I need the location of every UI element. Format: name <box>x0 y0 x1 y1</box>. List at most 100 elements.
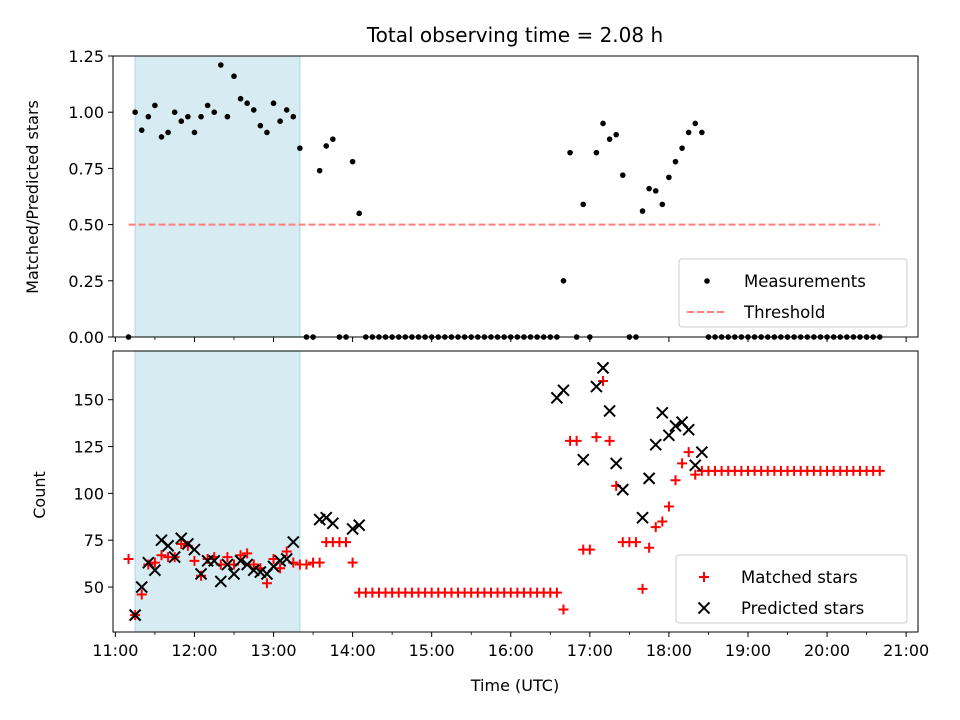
predicted-star-point <box>280 552 293 566</box>
matched-star-point <box>657 516 668 527</box>
predicted-star-point <box>346 522 359 536</box>
legend-handle-measurements <box>704 278 710 284</box>
y-tick-label: 150 <box>73 391 104 410</box>
predicted-star-point <box>649 438 662 451</box>
matched-star-point <box>677 458 688 469</box>
predicted-star-point <box>148 563 162 577</box>
measurement-point <box>330 136 336 142</box>
matched-star-point <box>176 538 187 549</box>
matched-star-point <box>598 375 609 386</box>
matched-star-point <box>156 550 167 561</box>
x-tick-label: 21:00 <box>883 641 929 660</box>
matched-star-point <box>341 537 352 548</box>
predicted-star-point <box>161 539 175 553</box>
predicted-star-point <box>616 483 629 496</box>
y-tick-label: 0.75 <box>68 159 104 178</box>
measurement-point <box>593 149 600 156</box>
predicted-star-point <box>194 567 208 581</box>
legend-handle-matched <box>699 572 709 582</box>
matched-star-point <box>637 583 648 594</box>
matched-star-point <box>136 589 147 600</box>
measurement-point <box>204 102 211 109</box>
measurement-point <box>606 136 613 142</box>
axes-frame <box>112 350 919 633</box>
x-tick-label: 11:00 <box>92 641 138 660</box>
matched-star-point <box>347 557 358 568</box>
matched-star-point <box>630 537 641 548</box>
measurement-point <box>165 129 171 136</box>
x-tick-label: 16:00 <box>488 641 534 660</box>
predicted-star-point <box>636 511 649 524</box>
measurement-point <box>699 129 705 136</box>
measurement-point <box>231 73 237 80</box>
x-axis-label: Time (UTC) <box>470 676 559 695</box>
y-tick-label: 125 <box>73 438 104 457</box>
predicted-star-point <box>642 472 656 485</box>
predicted-star-point <box>352 519 366 532</box>
matched-star-point <box>690 469 701 480</box>
predicted-star-point <box>208 554 221 568</box>
matched-star-point <box>584 544 595 555</box>
legend-label: Matched stars <box>741 568 858 587</box>
x-tick-label: 18:00 <box>646 641 692 660</box>
measurement-point <box>600 120 606 127</box>
y-tick-label: 0.00 <box>68 328 104 347</box>
axes-frame <box>112 55 919 338</box>
matched-star-point <box>644 542 655 553</box>
measurement-point <box>666 174 672 181</box>
legend-box <box>675 554 908 624</box>
measurement-point <box>646 185 652 192</box>
measurement-point <box>191 129 198 136</box>
x-tick-label: 15:00 <box>409 641 455 660</box>
measurement-point <box>211 109 218 115</box>
predicted-star-point <box>689 459 702 472</box>
measurement-point <box>264 129 270 136</box>
measurement-point <box>237 95 244 102</box>
measurement-point <box>356 210 362 217</box>
predicted-star-point <box>326 517 340 530</box>
predicted-star-point <box>188 543 201 556</box>
predicted-star-point <box>669 419 682 433</box>
measurement-point <box>685 129 692 136</box>
measurement-point <box>152 102 158 109</box>
y-tick-label: 0.25 <box>68 272 104 291</box>
measurement-point <box>138 127 145 133</box>
matched-star-point <box>558 604 569 615</box>
x-tick-label: 14:00 <box>330 641 376 660</box>
predicted-star-point <box>577 453 590 466</box>
matched-star-point <box>551 587 562 598</box>
chart-title: Total observing time = 2.08 h <box>366 23 663 47</box>
measurement-point <box>250 107 257 113</box>
matched-star-point <box>663 501 674 512</box>
shaded-observing-span <box>134 350 301 633</box>
x-tick-label: 19:00 <box>725 641 771 660</box>
y-tick-label: 0.50 <box>68 216 104 235</box>
predicted-star-point <box>214 575 228 588</box>
matched-star-point <box>248 559 259 570</box>
legend-handle-predicted <box>697 601 711 615</box>
bottom-panel: 50 75 100 125 150 11:00 12:00 13:00 14:00 15:00 16… <box>73 350 929 660</box>
predicted-star-point <box>590 380 603 393</box>
measurement-point <box>679 145 685 151</box>
matched-star-point <box>591 432 602 443</box>
measurement-point <box>171 109 178 115</box>
matched-star-point <box>650 522 661 533</box>
predicted-star-point <box>227 567 241 581</box>
measurement-point <box>218 62 224 68</box>
predicted-star-point <box>168 550 181 564</box>
matched-star-point <box>301 559 312 570</box>
y-tick-label: 100 <box>73 484 104 503</box>
y-tick-label: 50 <box>84 578 104 597</box>
measurement-point <box>316 167 323 174</box>
matched-star-point <box>314 557 325 568</box>
legend-label: Predicted stars <box>741 599 864 618</box>
matched-star-point <box>242 548 253 559</box>
legend-box <box>678 258 908 328</box>
matched-star-point <box>149 557 160 568</box>
matched-star-point <box>235 550 246 561</box>
measurement-point <box>560 278 567 284</box>
measurement-point <box>567 149 573 156</box>
y-tick-label: 1.25 <box>68 47 104 66</box>
x-tick-label: 12:00 <box>171 641 217 660</box>
